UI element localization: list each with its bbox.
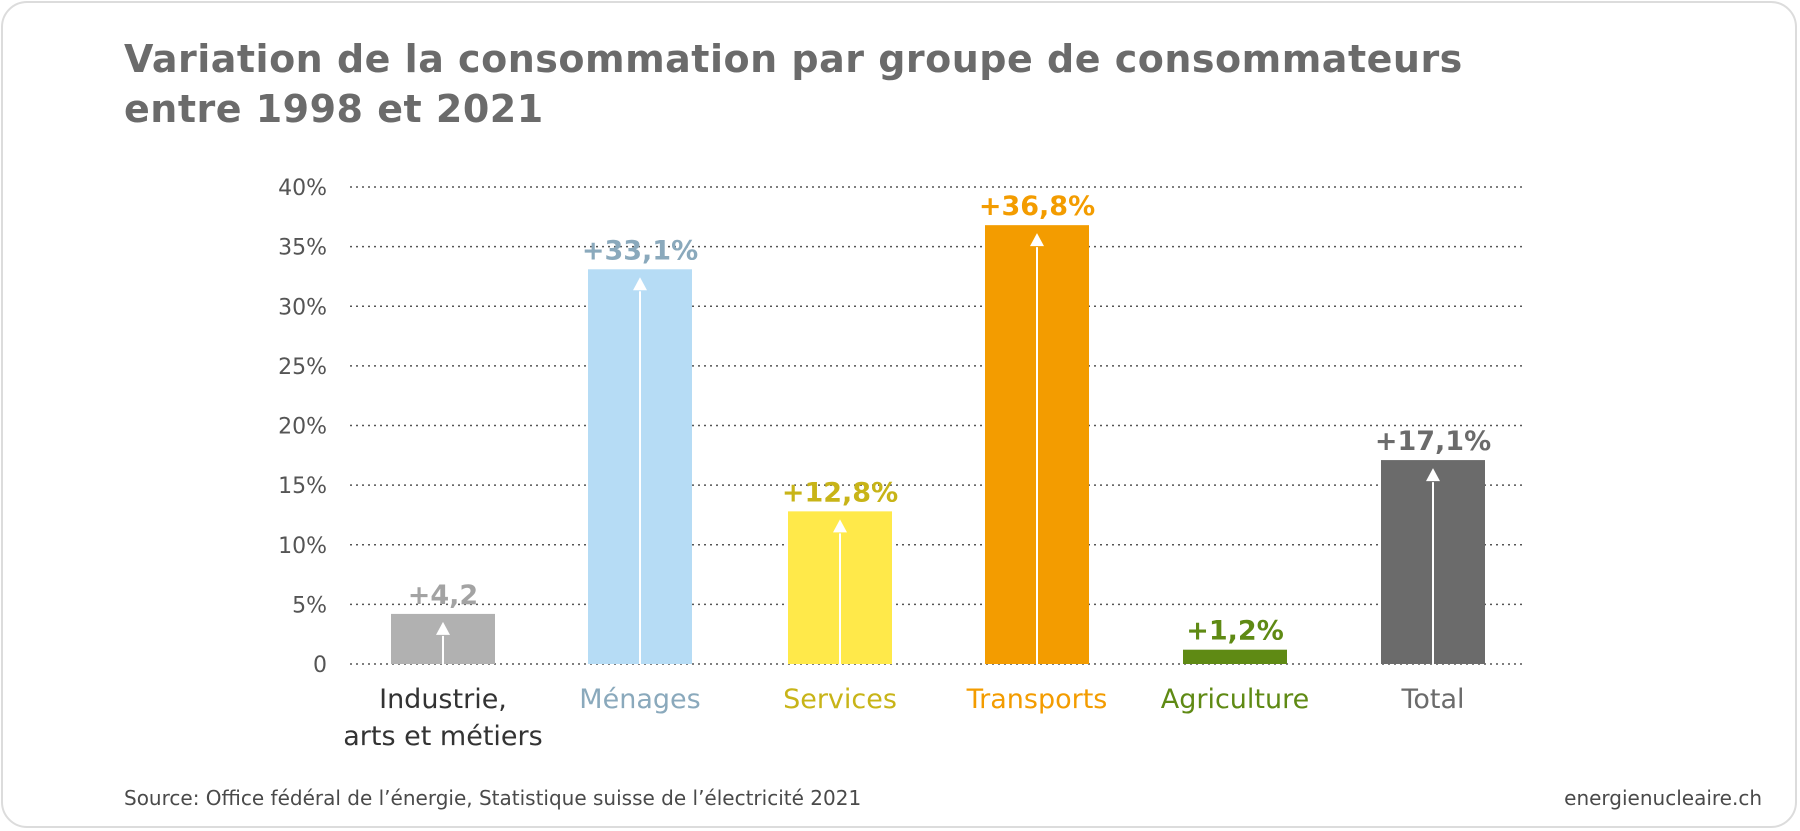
- y-tick-label: 0: [313, 653, 327, 678]
- gridlines: [350, 186, 1522, 665]
- data-label-agriculture: +1,2%: [1186, 616, 1284, 647]
- y-tick-label: 30%: [278, 295, 327, 320]
- bar-arrowhead-industrie: [436, 621, 450, 635]
- chart-title: Variation de la consommation par groupe …: [124, 34, 1624, 134]
- y-tick-label: 15%: [278, 474, 327, 499]
- category-labels: Industrie, arts et métiers Ménages Services…: [343, 684, 1464, 752]
- chart-title-line-1: Variation de la consommation par groupe …: [124, 37, 1463, 81]
- source-note: Source: Office fédéral de l’énergie, Sta…: [124, 786, 862, 810]
- data-label-services: +12,8%: [782, 477, 898, 508]
- y-tick-label: 20%: [278, 415, 327, 440]
- y-tick-label: 25%: [278, 355, 327, 380]
- y-tick-label: 10%: [278, 534, 327, 559]
- chart-title-line-2: entre 1998 et 2021: [124, 87, 544, 131]
- bar-agriculture: [1183, 649, 1287, 664]
- data-label-total: +17,1%: [1375, 426, 1491, 457]
- y-tick-label: 35%: [278, 236, 327, 261]
- y-tick-label: 5%: [292, 593, 327, 618]
- y-tick-label: 40%: [278, 176, 327, 201]
- bar-arrowhead-menages: [633, 277, 647, 291]
- data-label-menages: +33,1%: [582, 235, 698, 266]
- category-label-transports: Transports: [966, 684, 1108, 715]
- category-label-services: Services: [783, 684, 897, 715]
- data-label-transports: +36,8%: [979, 191, 1095, 222]
- y-axis-ticks: 0 5% 10% 15% 20% 25% 30% 35% 40%: [278, 176, 327, 678]
- data-label-industrie: +4,2: [408, 580, 478, 611]
- category-label-agriculture: Agriculture: [1161, 684, 1310, 715]
- category-label-menages: Ménages: [579, 684, 700, 715]
- bars: +4,2 +33,1% +12,8% +36,8% +1,2% +17,1%: [391, 191, 1491, 664]
- category-label-industrie: arts et métiers: [343, 721, 542, 752]
- category-label-industrie: Industrie,: [379, 684, 507, 715]
- bar-arrowhead-transports: [1030, 233, 1044, 247]
- bar-arrowhead-services: [833, 519, 847, 533]
- brand-link[interactable]: energienucleaire.ch: [1564, 786, 1762, 810]
- bar-arrowhead-total: [1426, 468, 1440, 482]
- category-label-total: Total: [1400, 684, 1464, 715]
